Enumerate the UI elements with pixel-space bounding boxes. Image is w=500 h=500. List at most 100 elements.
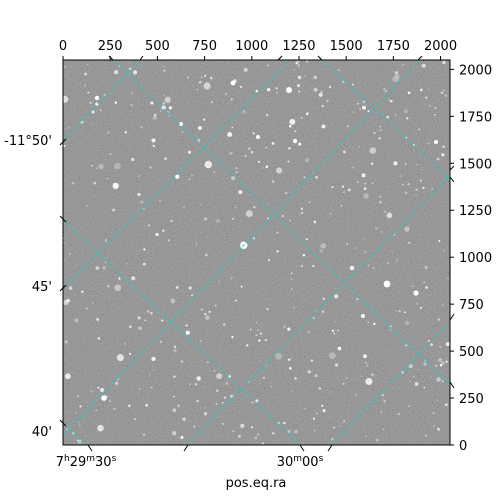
star bbox=[447, 277, 449, 280]
y-tick-label: 2000 bbox=[459, 63, 492, 78]
star bbox=[173, 395, 175, 398]
tick-marks bbox=[59, 55, 455, 452]
star bbox=[129, 352, 132, 355]
star bbox=[174, 345, 177, 348]
star bbox=[154, 113, 157, 117]
star bbox=[172, 430, 177, 436]
star bbox=[382, 428, 385, 431]
star bbox=[402, 183, 404, 186]
star bbox=[361, 173, 366, 178]
star bbox=[367, 110, 370, 113]
star bbox=[143, 248, 146, 251]
star bbox=[276, 91, 278, 94]
star bbox=[379, 129, 382, 131]
star bbox=[380, 231, 383, 233]
star bbox=[307, 370, 312, 374]
star bbox=[270, 385, 273, 388]
star bbox=[395, 310, 398, 312]
star bbox=[243, 67, 248, 72]
star bbox=[203, 82, 211, 90]
star bbox=[76, 439, 79, 442]
star bbox=[364, 250, 367, 254]
star bbox=[290, 357, 293, 360]
star bbox=[333, 332, 336, 335]
star bbox=[205, 315, 210, 320]
star bbox=[265, 165, 269, 168]
star bbox=[210, 101, 213, 103]
star bbox=[402, 63, 405, 66]
star bbox=[200, 308, 203, 311]
star bbox=[137, 192, 141, 197]
star bbox=[230, 277, 233, 280]
star bbox=[314, 374, 318, 378]
star bbox=[113, 407, 116, 411]
star bbox=[419, 179, 423, 182]
star bbox=[354, 394, 357, 397]
grid-line bbox=[321, 60, 450, 181]
star bbox=[437, 318, 441, 321]
star bbox=[203, 412, 208, 416]
star bbox=[293, 69, 296, 71]
star bbox=[140, 126, 143, 129]
star bbox=[322, 409, 326, 413]
world-tick bbox=[59, 284, 67, 292]
star bbox=[281, 214, 285, 218]
star bbox=[405, 136, 408, 139]
star bbox=[66, 298, 70, 303]
star bbox=[407, 183, 410, 186]
star bbox=[152, 144, 155, 148]
world-tick bbox=[59, 138, 67, 146]
star bbox=[445, 342, 450, 347]
star bbox=[124, 342, 127, 345]
star bbox=[265, 146, 268, 149]
star bbox=[77, 395, 79, 398]
star bbox=[146, 310, 150, 313]
star bbox=[199, 204, 202, 206]
star bbox=[387, 262, 389, 264]
star bbox=[305, 112, 309, 116]
star bbox=[188, 178, 191, 181]
star bbox=[373, 322, 376, 326]
star bbox=[65, 373, 71, 380]
x-tick-label: 750 bbox=[192, 39, 217, 54]
star bbox=[343, 420, 346, 423]
star bbox=[97, 337, 101, 340]
star bbox=[186, 76, 189, 79]
star bbox=[112, 208, 116, 212]
star bbox=[328, 86, 332, 89]
star bbox=[267, 203, 270, 206]
star bbox=[423, 386, 426, 389]
star bbox=[321, 124, 326, 129]
star bbox=[177, 404, 180, 407]
grid-line bbox=[329, 321, 450, 445]
star bbox=[271, 142, 275, 145]
star bbox=[102, 265, 106, 270]
star bbox=[191, 174, 194, 177]
bright-star bbox=[198, 126, 202, 130]
star bbox=[329, 391, 332, 393]
star bbox=[337, 69, 340, 71]
star bbox=[436, 399, 438, 402]
star bbox=[440, 91, 443, 94]
star bbox=[394, 71, 399, 75]
world-tick bbox=[317, 55, 323, 61]
star bbox=[254, 436, 258, 440]
star bbox=[287, 327, 291, 331]
star bbox=[367, 264, 370, 267]
star bbox=[406, 117, 409, 120]
star bbox=[218, 281, 220, 283]
y-tick-label: 1000 bbox=[459, 251, 492, 266]
star bbox=[191, 294, 193, 297]
sky-image bbox=[63, 60, 450, 445]
world-tick bbox=[277, 55, 283, 61]
star bbox=[235, 166, 238, 170]
star bbox=[85, 307, 88, 310]
star bbox=[362, 100, 366, 104]
star bbox=[138, 326, 142, 331]
star bbox=[341, 185, 345, 188]
star bbox=[257, 329, 259, 331]
star bbox=[237, 434, 241, 438]
star bbox=[244, 154, 247, 158]
star bbox=[441, 304, 444, 307]
bright-star bbox=[292, 138, 298, 144]
